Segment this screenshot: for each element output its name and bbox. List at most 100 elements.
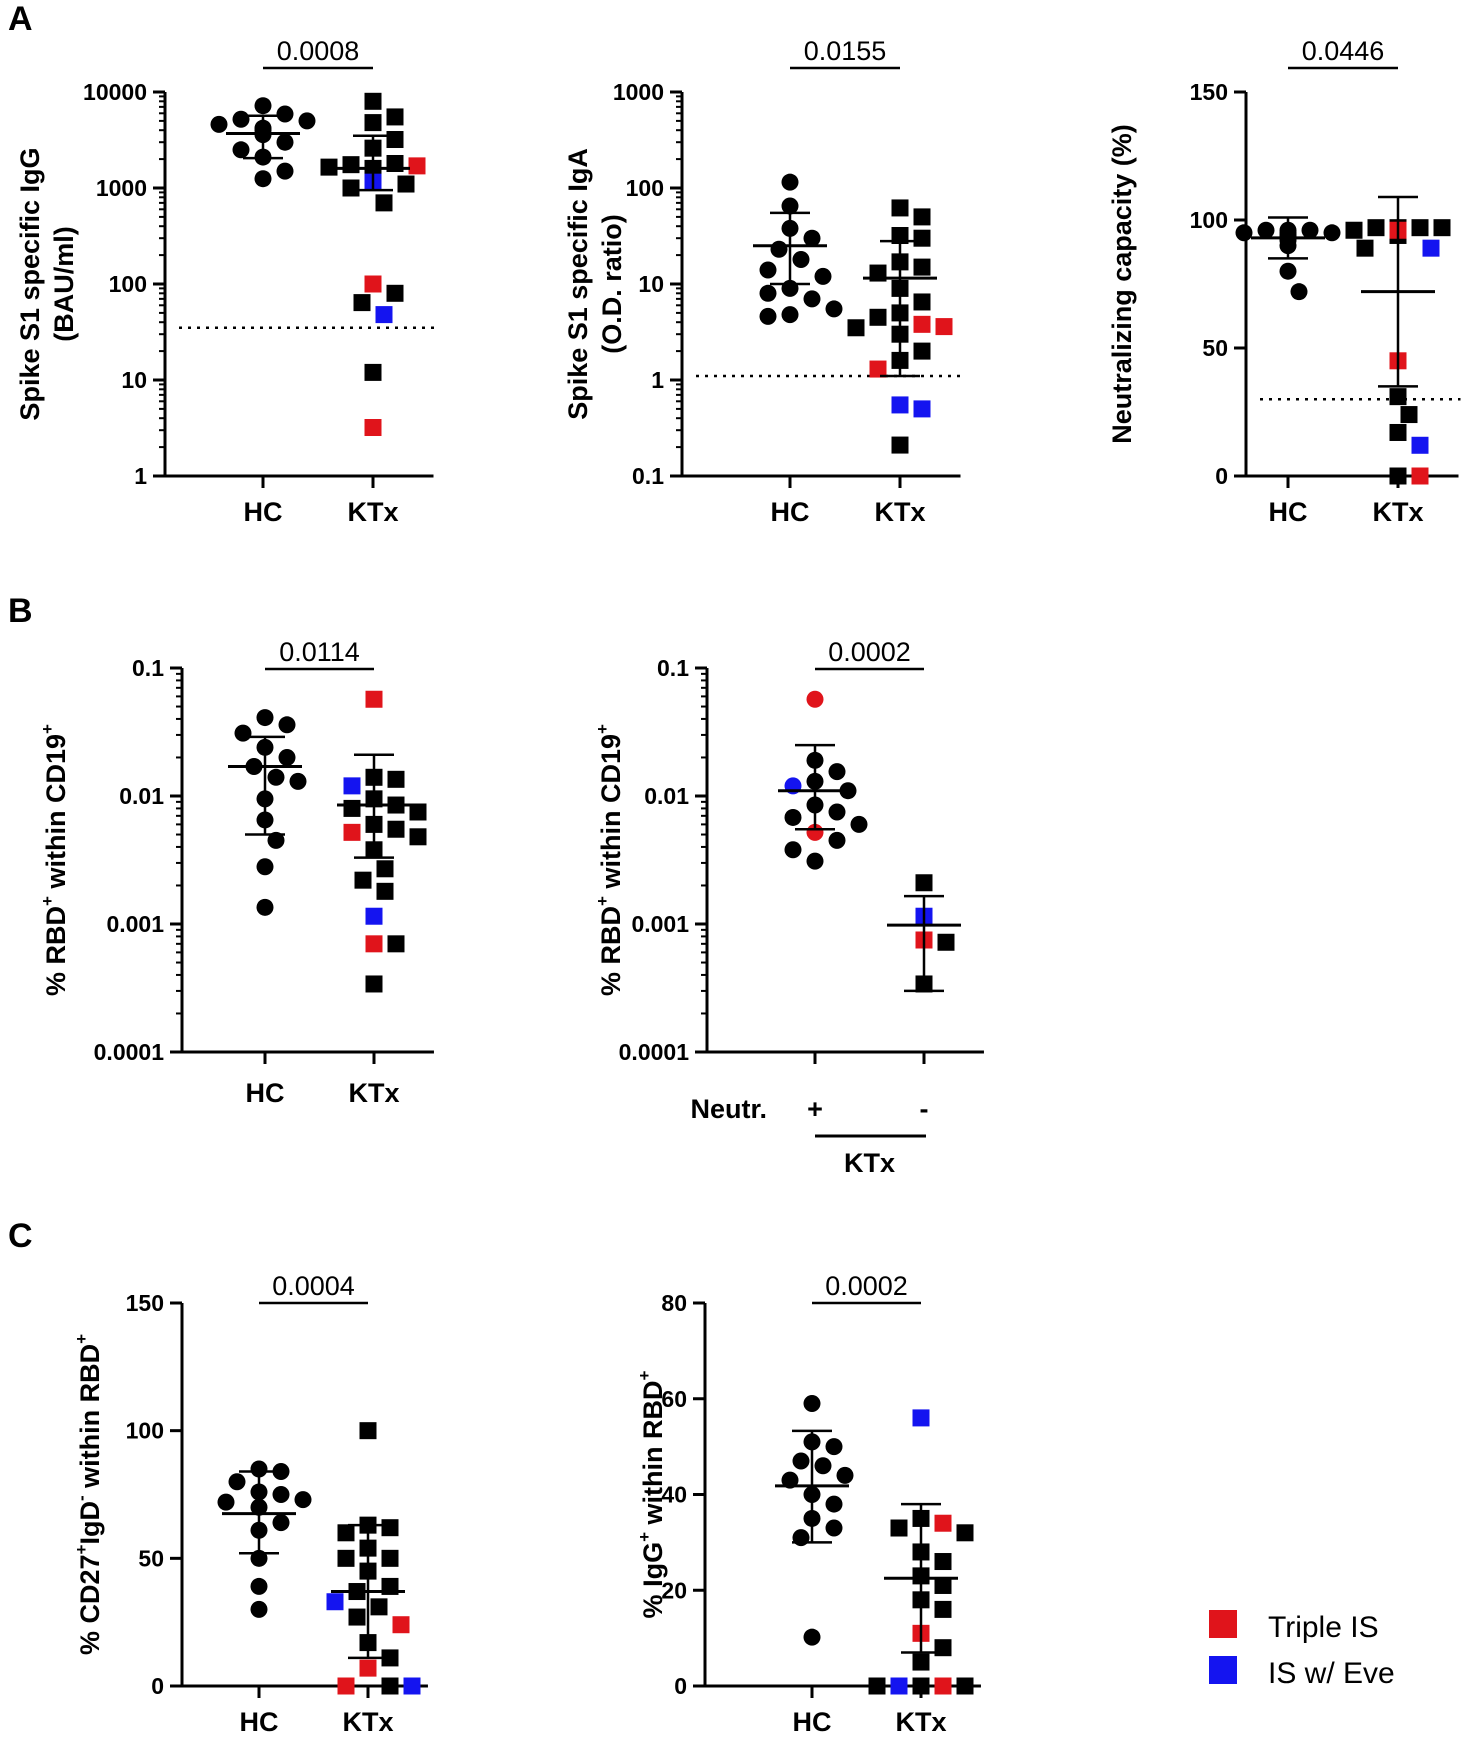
data-point (912, 1677, 930, 1695)
data-point (376, 860, 394, 878)
data-point (232, 110, 250, 128)
data-point (343, 799, 361, 817)
y-tick-label: 150 (1190, 79, 1228, 105)
data-point (937, 933, 955, 951)
y-tick-label: 100 (109, 271, 147, 297)
data-point (825, 1519, 843, 1537)
data-point (1345, 221, 1363, 239)
data-point (387, 935, 405, 953)
y-tick-label: 0.01 (119, 783, 164, 809)
data-point (381, 1519, 399, 1537)
data-point (276, 105, 294, 123)
y-tick-label: 80 (661, 1290, 687, 1316)
data-point (1356, 239, 1374, 257)
y-tick-label: 1000 (96, 175, 147, 201)
data-point (376, 882, 394, 900)
data-point (278, 716, 296, 734)
legend-swatch-is-w-eve (1209, 1656, 1237, 1684)
data-point (250, 1460, 268, 1478)
x-label-second: KTx (874, 497, 925, 527)
data-point (825, 1495, 843, 1513)
data-point (806, 852, 824, 870)
data-point (891, 436, 909, 454)
data-point (276, 133, 294, 151)
y-tick-label: 0.1 (657, 655, 689, 681)
data-point (913, 342, 931, 360)
data-point (934, 1553, 952, 1571)
data-point (365, 975, 383, 993)
x-prefix-label: Neutr. (690, 1094, 767, 1124)
data-point (915, 874, 933, 892)
data-point (850, 815, 868, 833)
data-point (913, 229, 931, 247)
data-point (250, 1577, 268, 1595)
data-point (1235, 224, 1253, 242)
y-tick-label: 40 (661, 1482, 687, 1508)
data-point (847, 319, 865, 337)
y-tick-label: 50 (138, 1545, 164, 1571)
data-point (348, 1608, 366, 1626)
y-tick-label: 0.1 (132, 655, 164, 681)
data-point (387, 770, 405, 788)
data-point (289, 772, 307, 790)
panel-label-a: A (8, 0, 33, 38)
chart-a1: 1 10 100 1000 10000 HC KTx 0.0008 Spike S1 speci… (15, 36, 436, 527)
y-tick-label: 100 (1190, 207, 1228, 233)
pvalue-label: 0.0114 (279, 637, 360, 667)
data-point (1389, 467, 1407, 485)
y-tick-label: 1 (134, 463, 147, 489)
y-tick-label: 0.1 (632, 463, 664, 489)
data-point (387, 820, 405, 838)
data-point (343, 777, 361, 795)
data-point (934, 1514, 952, 1532)
y-tick-label: 0.0001 (94, 1039, 165, 1065)
data-point (781, 173, 799, 191)
data-point (759, 261, 777, 279)
data-point (1323, 224, 1341, 242)
y-axis-label: % CD27+IgD- within RBD+ (72, 1334, 105, 1655)
data-point (825, 1438, 843, 1456)
data-point (256, 898, 274, 916)
chart-b2: 0.0001 0.001 0.01 0.1 + - 0.0002 % RBD+ within … (593, 637, 984, 1178)
data-point (342, 156, 360, 174)
pvalue-label: 0.0446 (1302, 36, 1385, 66)
y-tick-label: 100 (126, 1418, 164, 1444)
y-tick-label: 10 (121, 367, 147, 393)
data-point (326, 1593, 344, 1611)
data-point (890, 1677, 908, 1695)
data-point (781, 306, 799, 324)
y-tick-label: 0 (151, 1673, 164, 1699)
legend: Triple IS IS w/ Eve (1209, 1610, 1395, 1690)
legend-label-triple-is: Triple IS (1268, 1611, 1379, 1644)
pvalue-label: 0.0008 (277, 36, 360, 66)
data-point (409, 828, 427, 846)
y-axis-label: Spike S1 specific IgA (563, 148, 593, 420)
data-point (381, 1549, 399, 1567)
data-point (913, 258, 931, 276)
data-point (272, 1486, 290, 1503)
y-axis-label-units: (O.D. ratio) (597, 214, 627, 354)
y-tick-label: 0.0001 (619, 1039, 690, 1065)
data-point (254, 97, 272, 115)
y-axis-label: % RBD+ within CD19+ (593, 724, 626, 996)
data-point (869, 308, 887, 326)
y-tick-label: 60 (661, 1386, 687, 1412)
data-point (912, 1653, 930, 1671)
y-tick-label: 100 (626, 175, 664, 201)
data-point (1389, 423, 1407, 441)
x-label-first: HC (240, 1707, 279, 1737)
y-tick-label: 0.001 (631, 911, 689, 937)
data-point (828, 803, 846, 821)
panel-label-b: B (8, 592, 33, 630)
data-point (232, 141, 250, 159)
data-point (386, 284, 404, 302)
data-point (1389, 388, 1407, 406)
data-point (359, 1422, 377, 1440)
data-point (792, 250, 810, 268)
data-point (1422, 239, 1440, 257)
data-point (814, 267, 832, 285)
y-tick-label: 0 (674, 1673, 687, 1699)
data-point (256, 858, 274, 876)
data-point (409, 803, 427, 821)
